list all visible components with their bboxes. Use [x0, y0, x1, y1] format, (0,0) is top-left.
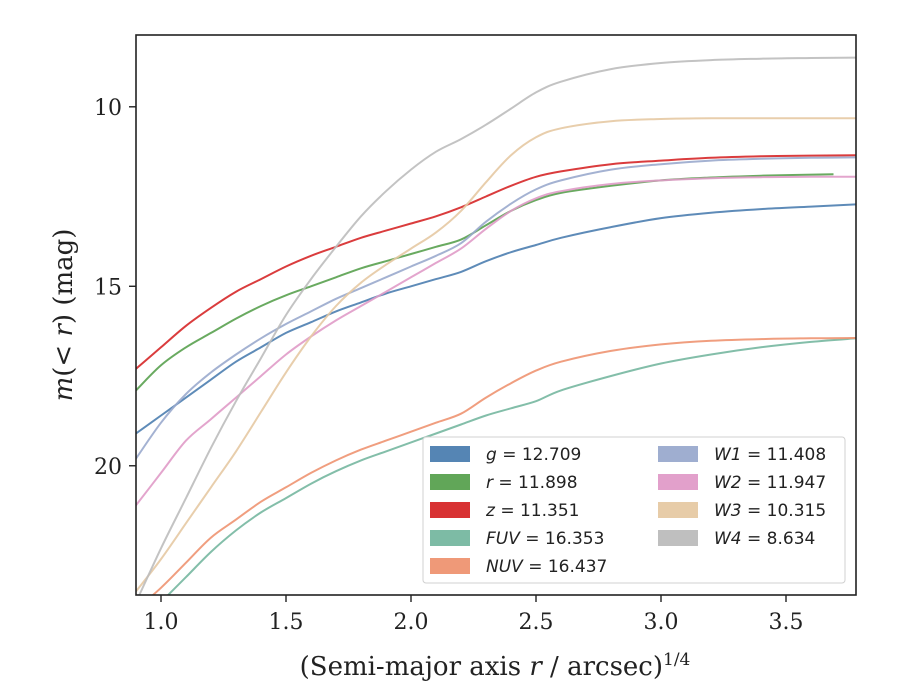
- series-layer: [136, 56, 856, 595]
- legend-swatch-w1: [658, 446, 698, 462]
- x-axis-label: (Semi-major axis r / arcsec)1/4: [300, 650, 691, 682]
- series-line-g: [136, 203, 856, 435]
- x-tick-label: 2.0: [394, 610, 429, 635]
- series-line-w4: [138, 56, 856, 595]
- legend-label-g: g = 12.709: [486, 445, 581, 465]
- x-tick-label: 3.5: [769, 610, 804, 635]
- y-axis-ticks: 10 15 20: [94, 96, 136, 480]
- series-line-w2: [136, 175, 856, 506]
- x-tick-label: 2.5: [519, 610, 554, 635]
- legend-swatch-g: [430, 446, 470, 462]
- y-tick-label: 10: [94, 96, 122, 121]
- legend-swatch-w4: [658, 530, 698, 546]
- plot-frame: [135, 34, 857, 596]
- legend-swatch-w2: [658, 474, 698, 490]
- legend-swatch-r: [430, 474, 470, 490]
- series-line-w3: [136, 117, 856, 593]
- legend-swatch-w3: [658, 502, 698, 518]
- legend-swatch-z: [430, 502, 470, 518]
- legend-label-w1: W1 = 11.408: [714, 445, 826, 465]
- x-tick-label: 3.0: [644, 610, 679, 635]
- y-axis-label: m(< r) (mag): [49, 229, 79, 402]
- series-line-w1: [136, 156, 856, 460]
- legend-swatch-nuv: [430, 558, 470, 574]
- legend-label-r: r = 11.898: [486, 473, 578, 493]
- x-tick-label: 1.5: [269, 610, 304, 635]
- legend-label-nuv: NUV = 16.437: [486, 557, 607, 577]
- x-tick-label: 1.0: [144, 610, 179, 635]
- legend-label-w3: W3 = 10.315: [714, 501, 826, 521]
- legend-frame: [422, 436, 846, 584]
- y-tick-label: 15: [94, 275, 122, 300]
- legend-swatch-fuv: [430, 530, 470, 546]
- y-tick-label: 20: [94, 455, 122, 480]
- legend-label-fuv: FUV = 16.353: [486, 529, 604, 549]
- legend: g = 12.709 r = 11.898 z = 11.351 FUV = 16.3…: [422, 436, 846, 584]
- series-line-nuv: [151, 337, 856, 595]
- legend-label-w2: W2 = 11.947: [714, 473, 826, 493]
- x-axis-ticks: 1.0 1.5 2.0 2.5 3.0 3.5: [144, 595, 804, 635]
- legend-entries: g = 12.709 r = 11.898 z = 11.351 FUV = 16.3…: [430, 445, 826, 577]
- series-line-r: [136, 173, 834, 392]
- series-line-z: [136, 154, 856, 370]
- legend-label-z: z = 11.351: [485, 501, 579, 521]
- legend-label-w4: W4 = 8.634: [714, 529, 815, 549]
